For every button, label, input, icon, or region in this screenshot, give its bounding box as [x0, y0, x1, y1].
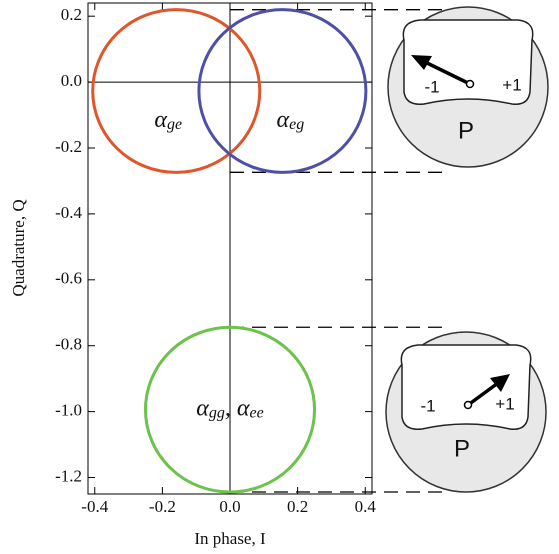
y-tick-label: -1.0	[55, 401, 82, 420]
state-circle	[91, 8, 262, 174]
circle-label: αge	[154, 106, 182, 133]
dial-label: P	[458, 117, 474, 144]
pivot	[465, 79, 475, 89]
x-tick-label: 0.0	[219, 497, 240, 516]
label-part: eg	[289, 116, 304, 133]
needle	[466, 381, 500, 407]
label-part: gg	[209, 405, 225, 422]
x-tick-label: -0.2	[149, 497, 176, 516]
state-circle	[197, 8, 368, 174]
dial-right: +1	[502, 75, 521, 94]
dial-left: -1	[424, 77, 439, 96]
dial-right: +1	[495, 394, 514, 413]
y-tick-label: -0.8	[55, 335, 82, 354]
needle-head	[411, 55, 432, 70]
x-tick-label: 0.2	[287, 497, 308, 516]
dial-left: -1	[420, 396, 435, 415]
y-tick-label: -0.6	[55, 269, 82, 288]
y-tick-label: -1.2	[55, 466, 82, 485]
y-axis-label: Quadrature, Q	[9, 199, 28, 296]
x-tick-label: 0.4	[355, 497, 377, 516]
y-tick-label: 0.0	[61, 71, 82, 90]
pivot	[463, 400, 473, 410]
y-tick-label: -0.2	[55, 137, 82, 156]
circle-label: αeg	[277, 106, 305, 133]
label-part: , α	[225, 395, 250, 421]
needle	[424, 60, 471, 86]
dial-label: P	[454, 435, 470, 462]
dial-top: -1 +1 P	[387, 6, 549, 168]
dial-bottom: -1 +1 P	[385, 331, 547, 493]
x-tick-label: -0.4	[81, 497, 108, 516]
label-part: ge	[167, 116, 182, 133]
label-part: α	[196, 395, 209, 421]
label-part: ee	[250, 405, 264, 422]
dial-face	[400, 344, 532, 430]
label-part: α	[277, 106, 290, 132]
circle-label: αgg, αee	[196, 395, 263, 422]
label-part: α	[154, 106, 167, 132]
y-tick-label: -0.4	[55, 203, 82, 222]
y-tick-label: 0.2	[61, 5, 82, 24]
x-axis-label: In phase, I	[194, 529, 266, 548]
needle-head	[490, 374, 510, 392]
state-circle	[143, 325, 317, 494]
dial-face	[402, 19, 534, 105]
